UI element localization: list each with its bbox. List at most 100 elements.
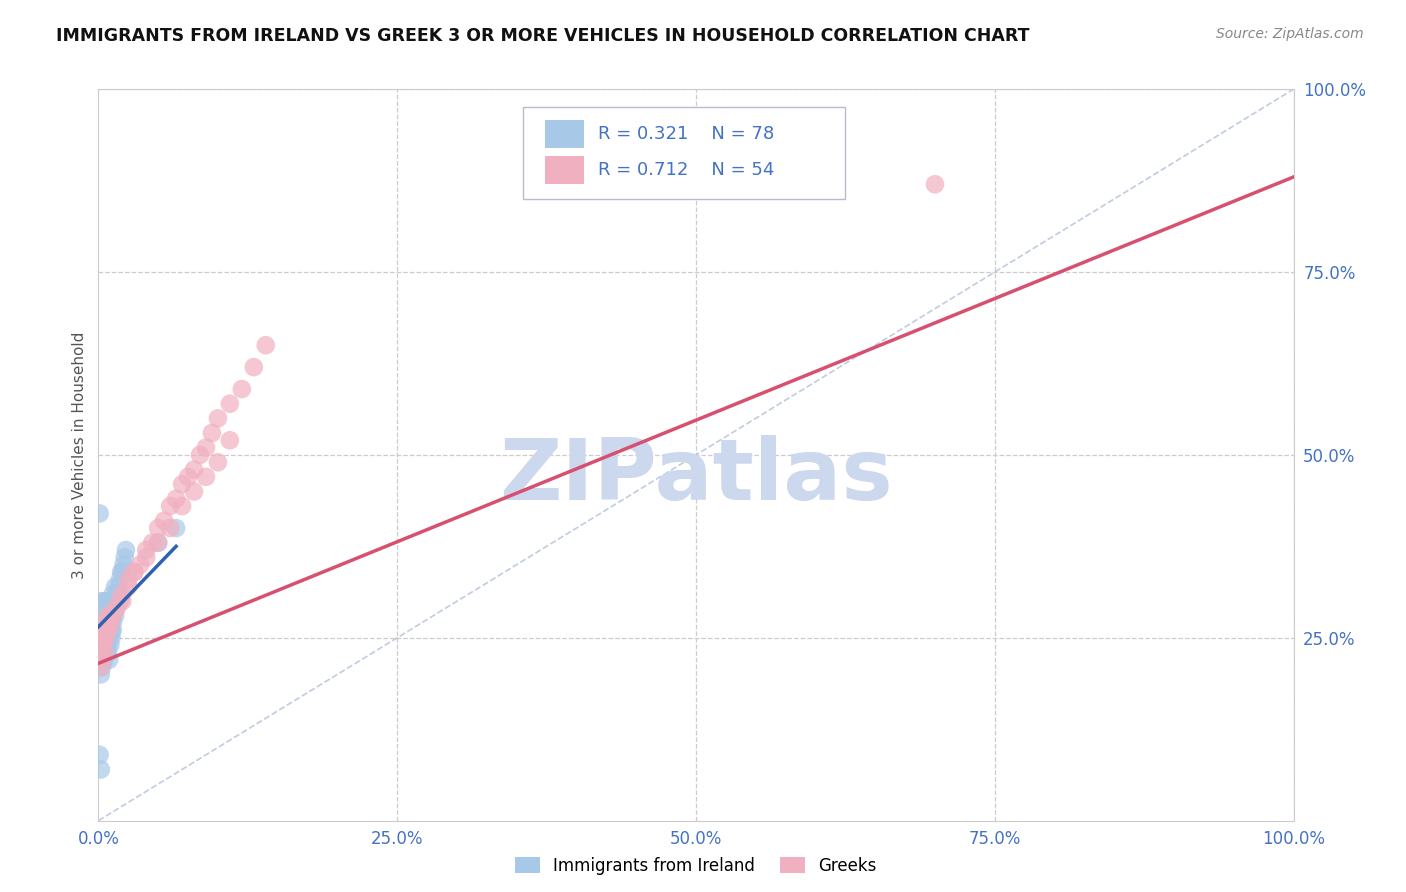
Point xyxy=(91,653,114,667)
Point xyxy=(219,397,242,411)
Point xyxy=(97,601,120,615)
Point xyxy=(98,616,122,631)
Point xyxy=(111,565,134,579)
Legend: Immigrants from Ireland, Greeks: Immigrants from Ireland, Greeks xyxy=(509,850,883,882)
Point xyxy=(94,645,117,659)
Bar xyxy=(546,156,583,185)
Point xyxy=(207,411,229,425)
Point xyxy=(108,594,131,608)
Point xyxy=(98,653,121,667)
Point xyxy=(101,608,124,623)
Point xyxy=(172,477,194,491)
Point xyxy=(91,616,114,631)
Point xyxy=(98,608,122,623)
Point xyxy=(96,608,118,623)
Point xyxy=(91,645,114,659)
Point xyxy=(135,543,157,558)
Point xyxy=(91,631,114,645)
Point xyxy=(90,763,112,777)
Point xyxy=(101,624,124,638)
Text: IMMIGRANTS FROM IRELAND VS GREEK 3 OR MORE VEHICLES IN HOUSEHOLD CORRELATION CHA: IMMIGRANTS FROM IRELAND VS GREEK 3 OR MO… xyxy=(56,27,1029,45)
Point xyxy=(94,608,117,623)
Point xyxy=(100,631,122,645)
Point xyxy=(104,608,127,623)
Point xyxy=(177,470,200,484)
Point xyxy=(90,653,112,667)
Point xyxy=(90,638,112,652)
Point xyxy=(97,645,120,659)
Point xyxy=(231,382,253,396)
Point xyxy=(117,580,139,594)
Point xyxy=(91,624,114,638)
Point xyxy=(159,499,181,513)
Point xyxy=(183,484,205,499)
Point xyxy=(89,747,111,762)
Point xyxy=(153,514,176,528)
Point xyxy=(135,550,157,565)
Point xyxy=(98,616,121,631)
Point xyxy=(96,638,118,652)
Y-axis label: 3 or more Vehicles in Household: 3 or more Vehicles in Household xyxy=(72,331,87,579)
Point xyxy=(98,608,122,623)
Point xyxy=(94,638,117,652)
Point xyxy=(94,631,117,645)
Point xyxy=(111,587,134,601)
Point xyxy=(194,441,218,455)
Point xyxy=(91,638,114,652)
Point xyxy=(90,667,112,681)
Point xyxy=(91,601,114,615)
Point xyxy=(97,624,120,638)
Point xyxy=(243,360,266,375)
Point xyxy=(91,660,114,674)
Point xyxy=(98,594,121,608)
Text: R = 0.712    N = 54: R = 0.712 N = 54 xyxy=(598,161,775,179)
Point xyxy=(97,608,120,623)
Point xyxy=(115,543,138,558)
Point xyxy=(91,638,114,652)
Point xyxy=(124,565,146,579)
Text: ZIPatlas: ZIPatlas xyxy=(499,435,893,518)
Point xyxy=(93,645,115,659)
Point xyxy=(110,565,132,579)
Point xyxy=(91,638,114,652)
Point xyxy=(183,462,205,476)
Point xyxy=(159,521,181,535)
Point xyxy=(924,178,946,192)
Point xyxy=(97,638,120,652)
Point xyxy=(100,601,122,615)
FancyBboxPatch shape xyxy=(523,108,845,199)
Point xyxy=(201,425,224,440)
Point xyxy=(98,608,122,623)
Point xyxy=(93,624,115,638)
Point xyxy=(105,594,128,608)
Point xyxy=(90,645,112,659)
Point xyxy=(124,565,146,579)
Text: Source: ZipAtlas.com: Source: ZipAtlas.com xyxy=(1216,27,1364,41)
Point xyxy=(148,521,170,535)
Point xyxy=(98,638,122,652)
Point xyxy=(148,535,170,549)
Point xyxy=(172,499,194,513)
Point xyxy=(98,594,122,608)
Text: R = 0.321    N = 78: R = 0.321 N = 78 xyxy=(598,125,775,143)
Point xyxy=(107,580,129,594)
Point xyxy=(91,631,114,645)
Point xyxy=(148,535,170,549)
Point xyxy=(105,601,128,615)
Point xyxy=(96,624,118,638)
Point xyxy=(90,608,112,623)
Point xyxy=(105,594,128,608)
Point xyxy=(141,535,163,549)
Point xyxy=(93,645,115,659)
Point xyxy=(98,616,121,631)
Point xyxy=(111,594,134,608)
Point xyxy=(91,638,114,652)
Point xyxy=(194,470,218,484)
Point xyxy=(94,631,117,645)
Point xyxy=(107,587,129,601)
Point xyxy=(91,616,114,631)
Point xyxy=(101,616,124,631)
Point xyxy=(93,616,115,631)
Point xyxy=(91,653,114,667)
Point xyxy=(112,558,135,572)
